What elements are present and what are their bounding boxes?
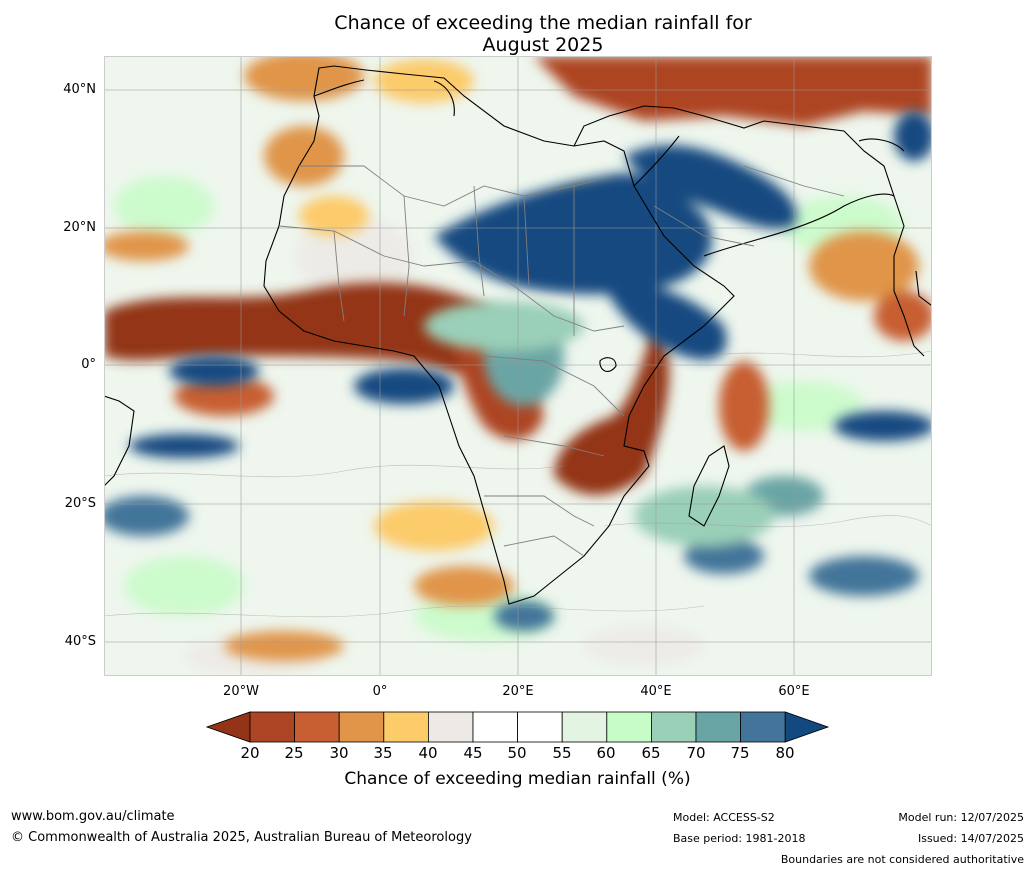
colorbar-segment: [294, 711, 340, 743]
map-title-line2: August 2025: [482, 34, 604, 56]
colorbar-segment: [606, 711, 652, 743]
footer-copyright: © Commonwealth of Australia 2025, Austra…: [11, 830, 472, 845]
colorbar-tick: 75: [730, 744, 750, 762]
colorbar: [206, 711, 830, 743]
colorbar-segment: [472, 711, 518, 743]
colorbar-tick: 25: [284, 744, 304, 762]
colorbar-tick: 55: [552, 744, 572, 762]
lat-label-20s: 20°S: [64, 496, 96, 511]
footer-url: www.bom.gov.au/climate: [11, 809, 175, 824]
lat-label-20n: 20°N: [63, 220, 96, 235]
lon-label-40e: 40°E: [640, 684, 672, 699]
colorbar-segment: [650, 711, 697, 743]
footer-issued: Issued: 14/07/2025: [917, 832, 1024, 845]
colorbar-tick: 50: [507, 744, 527, 762]
probability-map: [104, 56, 932, 676]
colorbar-extend-low: [206, 711, 251, 743]
colorbar-segment: [517, 711, 563, 743]
colorbar-tick: 70: [686, 744, 706, 762]
lat-label-40s: 40°S: [64, 634, 96, 649]
colorbar-extend-high: [784, 711, 830, 743]
lat-label-0: 0°: [81, 357, 96, 372]
colorbar-segment: [338, 711, 385, 743]
colorbar-segment: [249, 711, 295, 743]
lon-label-60e: 60°E: [778, 684, 810, 699]
country-borders: [278, 165, 845, 557]
colorbar-tick: 35: [373, 744, 393, 762]
map-title-line1: Chance of exceeding the median rainfall …: [334, 12, 752, 34]
colorbar-segment: [427, 711, 474, 743]
colorbar-tick: 60: [596, 744, 616, 762]
footer-model: Model: ACCESS-S2: [673, 811, 775, 824]
footer-model-run: Model run: 12/07/2025: [898, 811, 1024, 824]
colorbar-segment: [695, 711, 741, 743]
colorbar-tick: 65: [641, 744, 661, 762]
lon-label-0: 0°: [372, 684, 388, 699]
colorbar-tick: 45: [463, 744, 483, 762]
colorbar-tick: 20: [240, 744, 260, 762]
footer-base-period: Base period: 1981-2018: [673, 832, 806, 845]
footer-disclaimer: Boundaries are not considered authoritat…: [780, 853, 1024, 866]
lat-label-40n: 40°N: [63, 82, 96, 97]
colorbar-segment: [740, 711, 786, 743]
lon-label-20w: 20°W: [223, 684, 259, 699]
colorbar-label: Chance of exceeding median rainfall (%): [344, 769, 691, 789]
colorbar-segment: [561, 711, 608, 743]
colorbar-tick: 30: [329, 744, 349, 762]
colorbar-segment: [383, 711, 429, 743]
lon-label-20e: 20°E: [502, 684, 534, 699]
colorbar-tick: 80: [775, 744, 795, 762]
colorbar-tick: 40: [418, 744, 438, 762]
